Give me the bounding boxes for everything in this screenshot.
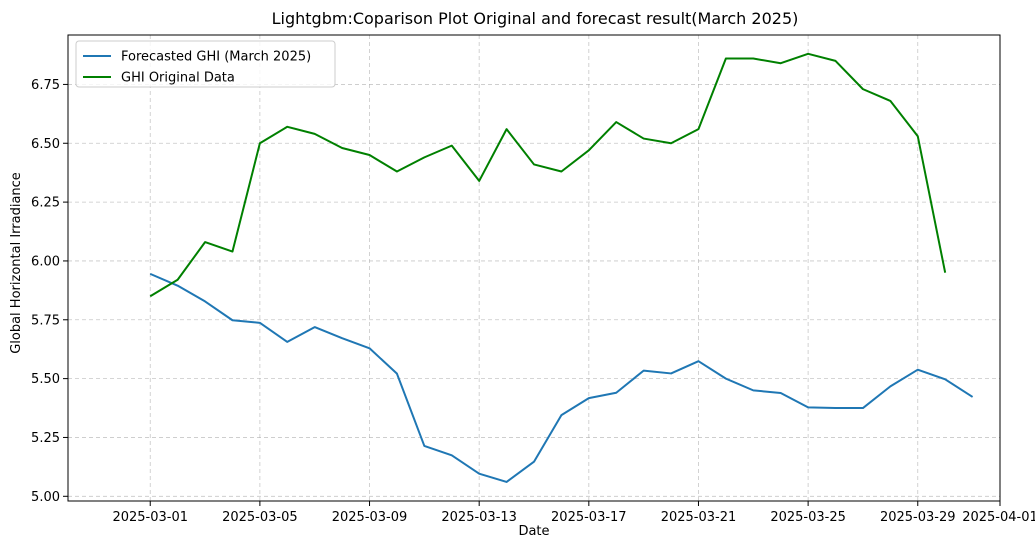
x-tick-label: 2025-03-25 — [770, 510, 846, 525]
legend-label: GHI Original Data — [121, 71, 235, 86]
y-tick-label: 5.25 — [31, 431, 60, 446]
y-tick-label: 5.50 — [31, 372, 60, 387]
y-axis: 5.00 5.25 5.50 5.75 6.00 6.25 6.50 6.75 — [31, 78, 68, 505]
plot-frame — [67, 34, 1001, 502]
y-axis-label: Global Horizontal Irradiance — [9, 172, 24, 354]
x-tick-label: 2025-03-05 — [222, 510, 298, 525]
x-tick-label: 2025-03-13 — [441, 510, 517, 525]
x-tick-label: 2025-04-01 — [962, 510, 1035, 525]
y-tick-label: 5.75 — [31, 313, 60, 328]
legend-label: Forecasted GHI (March 2025) — [121, 50, 311, 65]
y-tick-label: 5.00 — [31, 490, 60, 505]
series-line-forecasted-ghi-march-2025 — [149, 272, 974, 483]
x-tick-label: 2025-03-01 — [112, 510, 188, 525]
legend-box — [75, 40, 336, 88]
x-tick-label: 2025-03-09 — [332, 510, 408, 525]
y-tick-label: 6.25 — [31, 196, 60, 211]
y-tick-label: 6.50 — [31, 137, 60, 152]
y-tick-label: 6.75 — [31, 78, 60, 93]
series-layer — [149, 52, 974, 483]
series-line-ghi-original-data — [149, 52, 947, 298]
x-axis: 2025-03-01 2025-03-05 2025-03-09 2025-03-13… — [112, 501, 1035, 525]
chart-title: Lightgbm:Coparison Plot Original and for… — [272, 9, 799, 28]
x-tick-label: 2025-03-17 — [551, 510, 627, 525]
legend: Forecasted GHI (March 2025) GHI Original … — [75, 40, 336, 88]
x-axis-label: Date — [518, 524, 549, 539]
x-tick-label: 2025-03-21 — [661, 510, 737, 525]
x-tick-label: 2025-03-29 — [880, 510, 956, 525]
y-tick-label: 6.00 — [31, 254, 60, 269]
